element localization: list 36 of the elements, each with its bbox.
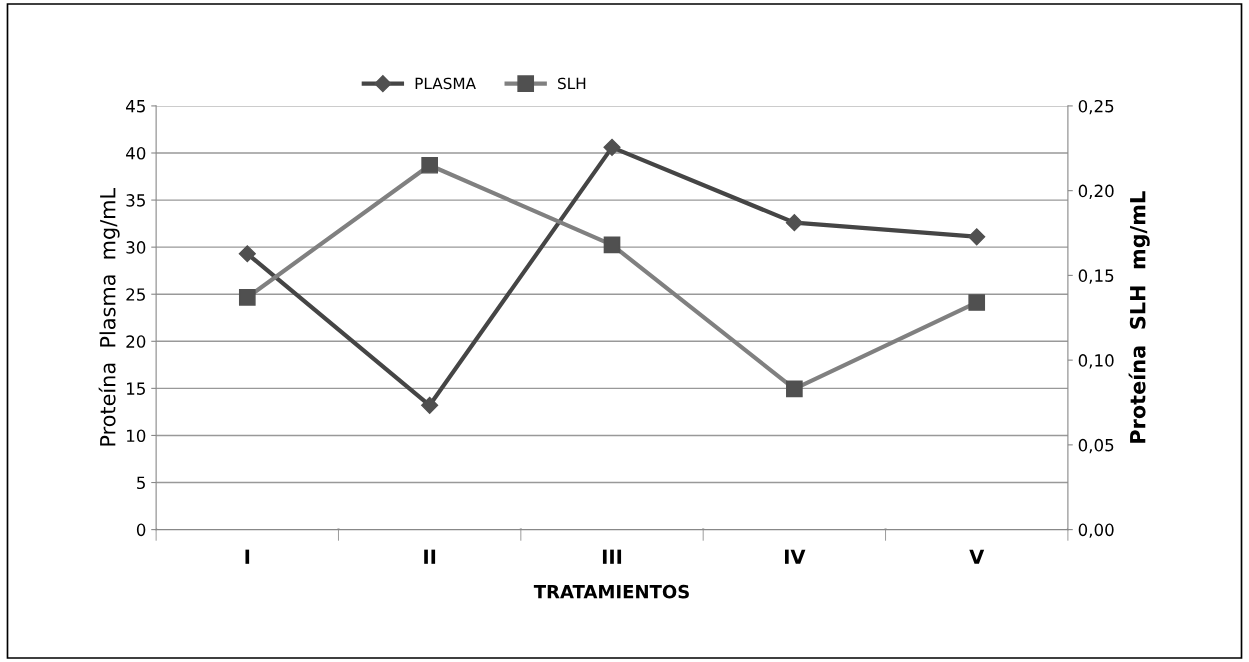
point bbox=[238, 245, 256, 263]
point bbox=[786, 380, 803, 398]
y-tick-label: 25 bbox=[126, 288, 145, 301]
y2-tick-label: 0,05 bbox=[1078, 438, 1114, 454]
y2-tick-label: 0,00 bbox=[1078, 523, 1114, 538]
y2-tick-label: 0,15 bbox=[1078, 269, 1114, 284]
y2-tick-label: 0,20 bbox=[1078, 184, 1114, 199]
x-tick-label: IV bbox=[785, 549, 806, 564]
point bbox=[421, 156, 438, 174]
y-tick-label: 5 bbox=[137, 476, 145, 490]
y-tick-label: 15 bbox=[127, 382, 145, 395]
x-tick-label: II bbox=[424, 549, 436, 564]
x-tick-label: III bbox=[602, 549, 622, 564]
point bbox=[603, 236, 621, 254]
y-tick-label: 30 bbox=[126, 241, 146, 254]
y-tick-label: 45 bbox=[126, 100, 145, 113]
y-axis-title: Proteína Plasma mg/mL bbox=[98, 187, 120, 446]
y2-tick-label: 0,25 bbox=[1078, 99, 1114, 115]
legend-label: PLASMA bbox=[415, 77, 476, 90]
y2-tick-label: 0,10 bbox=[1078, 354, 1114, 369]
y-tick-label: 20 bbox=[126, 335, 146, 348]
point bbox=[603, 138, 621, 156]
x-tick-label: V bbox=[969, 549, 985, 564]
y-tick-label: 10 bbox=[127, 429, 146, 443]
x-tick-label: I bbox=[245, 549, 250, 564]
y-tick-label: 40 bbox=[126, 146, 146, 160]
x-axis-title: TRATAMIENTOS bbox=[533, 584, 689, 599]
point bbox=[968, 294, 986, 311]
y2-axis-title: Proteína SLH mg/mL bbox=[1128, 191, 1150, 443]
point bbox=[238, 289, 256, 306]
point bbox=[968, 228, 986, 246]
point bbox=[421, 396, 439, 414]
legend-label: SLH bbox=[558, 77, 586, 90]
y-tick-label: 0 bbox=[136, 523, 146, 537]
point bbox=[785, 214, 803, 232]
y-tick-label: 35 bbox=[126, 194, 145, 207]
